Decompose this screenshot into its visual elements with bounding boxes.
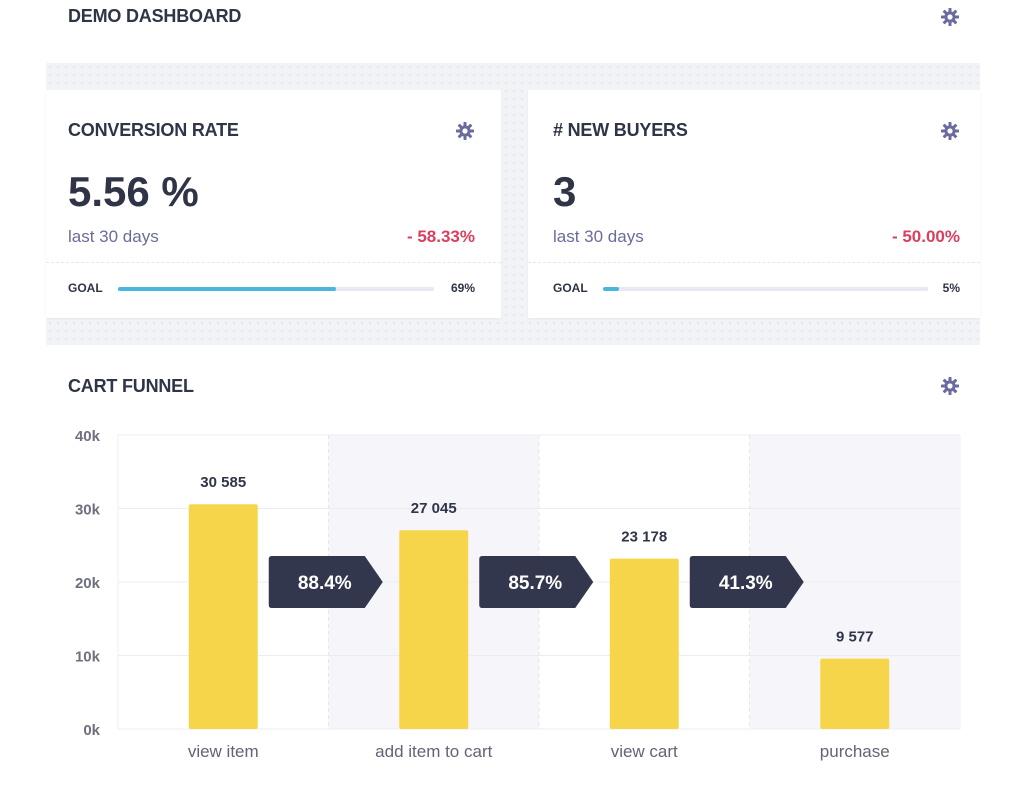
goal-label: GOAL (553, 281, 588, 295)
divider (528, 262, 980, 263)
conversion-arrow (479, 556, 594, 608)
page-title: DEMO DASHBOARD (68, 6, 242, 26)
gear-icon[interactable] (455, 121, 475, 141)
bar-value-label: 9 577 (836, 629, 874, 646)
metric-delta: - 58.33% (406, 227, 475, 246)
funnel-chart: 0k 10k 20k 30k 40k 30 585 view item 27 045 add i… (75, 428, 961, 761)
funnel-title: CART FUNNEL (68, 376, 194, 396)
goal-percent: 5% (942, 281, 960, 295)
x-tick-label: purchase (820, 742, 890, 761)
conversion-rate-card: CONVERSION RATE 5.56 % last 30 days - 58… (46, 90, 501, 318)
y-tick-label: 30k (75, 502, 101, 519)
bar (820, 658, 890, 729)
gear-icon[interactable] (940, 7, 960, 27)
bar (188, 504, 258, 729)
goal-progress-bar (118, 287, 434, 291)
conversion-arrow (268, 556, 383, 608)
goal-label: GOAL (68, 281, 103, 295)
gear-icon[interactable] (940, 376, 960, 396)
bar-value-label: 27 045 (411, 500, 457, 517)
y-tick-label: 20k (75, 575, 101, 592)
x-tick-label: view cart (611, 742, 678, 761)
goal-progress-fill (603, 287, 620, 291)
y-tick-label: 10k (75, 649, 101, 666)
metric-value: 3 (553, 168, 577, 215)
bar (609, 558, 679, 729)
goal-percent: 69% (450, 281, 475, 295)
y-tick-label: 0k (83, 722, 100, 739)
divider (46, 262, 501, 263)
goal-progress-bar (603, 287, 928, 291)
metric-delta: - 50.00% (891, 227, 960, 246)
bar-value-label: 30 585 (200, 474, 246, 491)
x-tick-label: view item (188, 742, 259, 761)
conversion-rate-label: 41.3% (719, 573, 773, 594)
metric-value: 5.56 % (68, 168, 199, 215)
y-tick-label: 40k (75, 428, 101, 445)
new-buyers-card: # NEW BUYERS 3 last 30 days - 50.00% GOA… (528, 90, 980, 318)
bar (399, 530, 469, 729)
metric-period: last 30 days (553, 227, 644, 246)
conversion-rate-label: 85.7% (508, 573, 562, 594)
metric-period: last 30 days (68, 227, 159, 246)
conversion-rate-label: 88.4% (298, 573, 352, 594)
gear-icon[interactable] (940, 121, 960, 141)
x-tick-label: add item to cart (375, 742, 492, 761)
card-title: CONVERSION RATE (68, 120, 239, 140)
card-title: # NEW BUYERS (553, 120, 688, 140)
conversion-arrow (689, 556, 804, 608)
goal-progress-fill (118, 287, 337, 291)
bar-value-label: 23 178 (621, 529, 667, 546)
